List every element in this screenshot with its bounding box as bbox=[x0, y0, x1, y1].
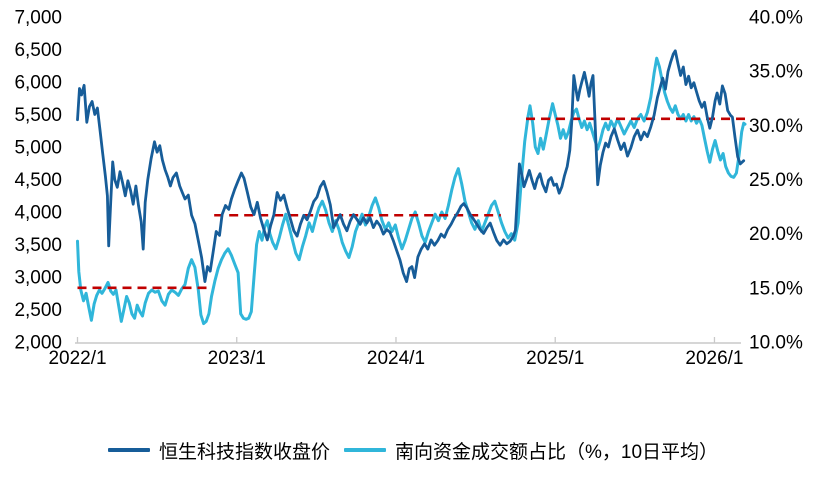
legend-label-hstech-close: 恒生科技指数收盘价 bbox=[158, 441, 330, 463]
dual-axis-line-chart: 2022/1 2023/1 2024/1 2025/1 2026/1 7,000 6,500… bbox=[14, 8, 803, 370]
series-line-hstech-close bbox=[76, 49, 746, 283]
x-axis-tick-label: 2026/1 bbox=[685, 348, 743, 369]
left-axis-tick-label: 5,500 bbox=[14, 105, 62, 126]
left-axis-tick-label: 5,000 bbox=[14, 138, 62, 159]
right-axis-tick-label: 40.0% bbox=[749, 8, 803, 29]
right-axis-tick-label: 25.0% bbox=[749, 170, 803, 191]
legend-item-southbound-share: 南向资金成交额占比（%，10日平均） bbox=[343, 437, 719, 464]
right-axis-tick-label: 20.0% bbox=[749, 224, 803, 245]
left-axis-tick-label: 4,000 bbox=[14, 203, 62, 224]
x-axis-tick-label: 2025/1 bbox=[526, 348, 584, 369]
left-axis-tick-label: 3,500 bbox=[14, 235, 62, 256]
left-axis-tick-label: 2,500 bbox=[14, 300, 62, 321]
right-axis-tick-label: 35.0% bbox=[749, 62, 803, 83]
legend-item-hstech-close: 恒生科技指数收盘价 bbox=[107, 437, 330, 464]
x-axis-tick-label: 2024/1 bbox=[367, 348, 425, 369]
chart-legend: 恒生科技指数收盘价 南向资金成交额占比（%，10日平均） bbox=[0, 424, 826, 476]
legend-label-southbound-share: 南向资金成交额占比（%，10日平均） bbox=[394, 441, 719, 463]
left-axis-tick-label: 3,000 bbox=[14, 268, 62, 289]
x-axis-tick-label: 2022/1 bbox=[48, 348, 106, 369]
right-axis-tick-label: 15.0% bbox=[749, 278, 803, 299]
left-axis-tick-label: 6,000 bbox=[14, 73, 62, 94]
legend-line-marker-dark-blue bbox=[107, 448, 150, 452]
legend-line-marker-cyan bbox=[343, 448, 386, 452]
right-axis-tick-label: 30.0% bbox=[749, 116, 803, 137]
left-axis-tick-label: 4,500 bbox=[14, 170, 62, 191]
left-axis-tick-label: 2,000 bbox=[14, 333, 62, 354]
series-line-southbound-share bbox=[76, 56, 747, 326]
left-axis-tick-label: 6,500 bbox=[14, 40, 62, 61]
x-axis-tick-label: 2023/1 bbox=[208, 348, 266, 369]
right-axis-tick-label: 10.0% bbox=[749, 333, 803, 354]
left-axis-tick-label: 7,000 bbox=[14, 8, 62, 29]
